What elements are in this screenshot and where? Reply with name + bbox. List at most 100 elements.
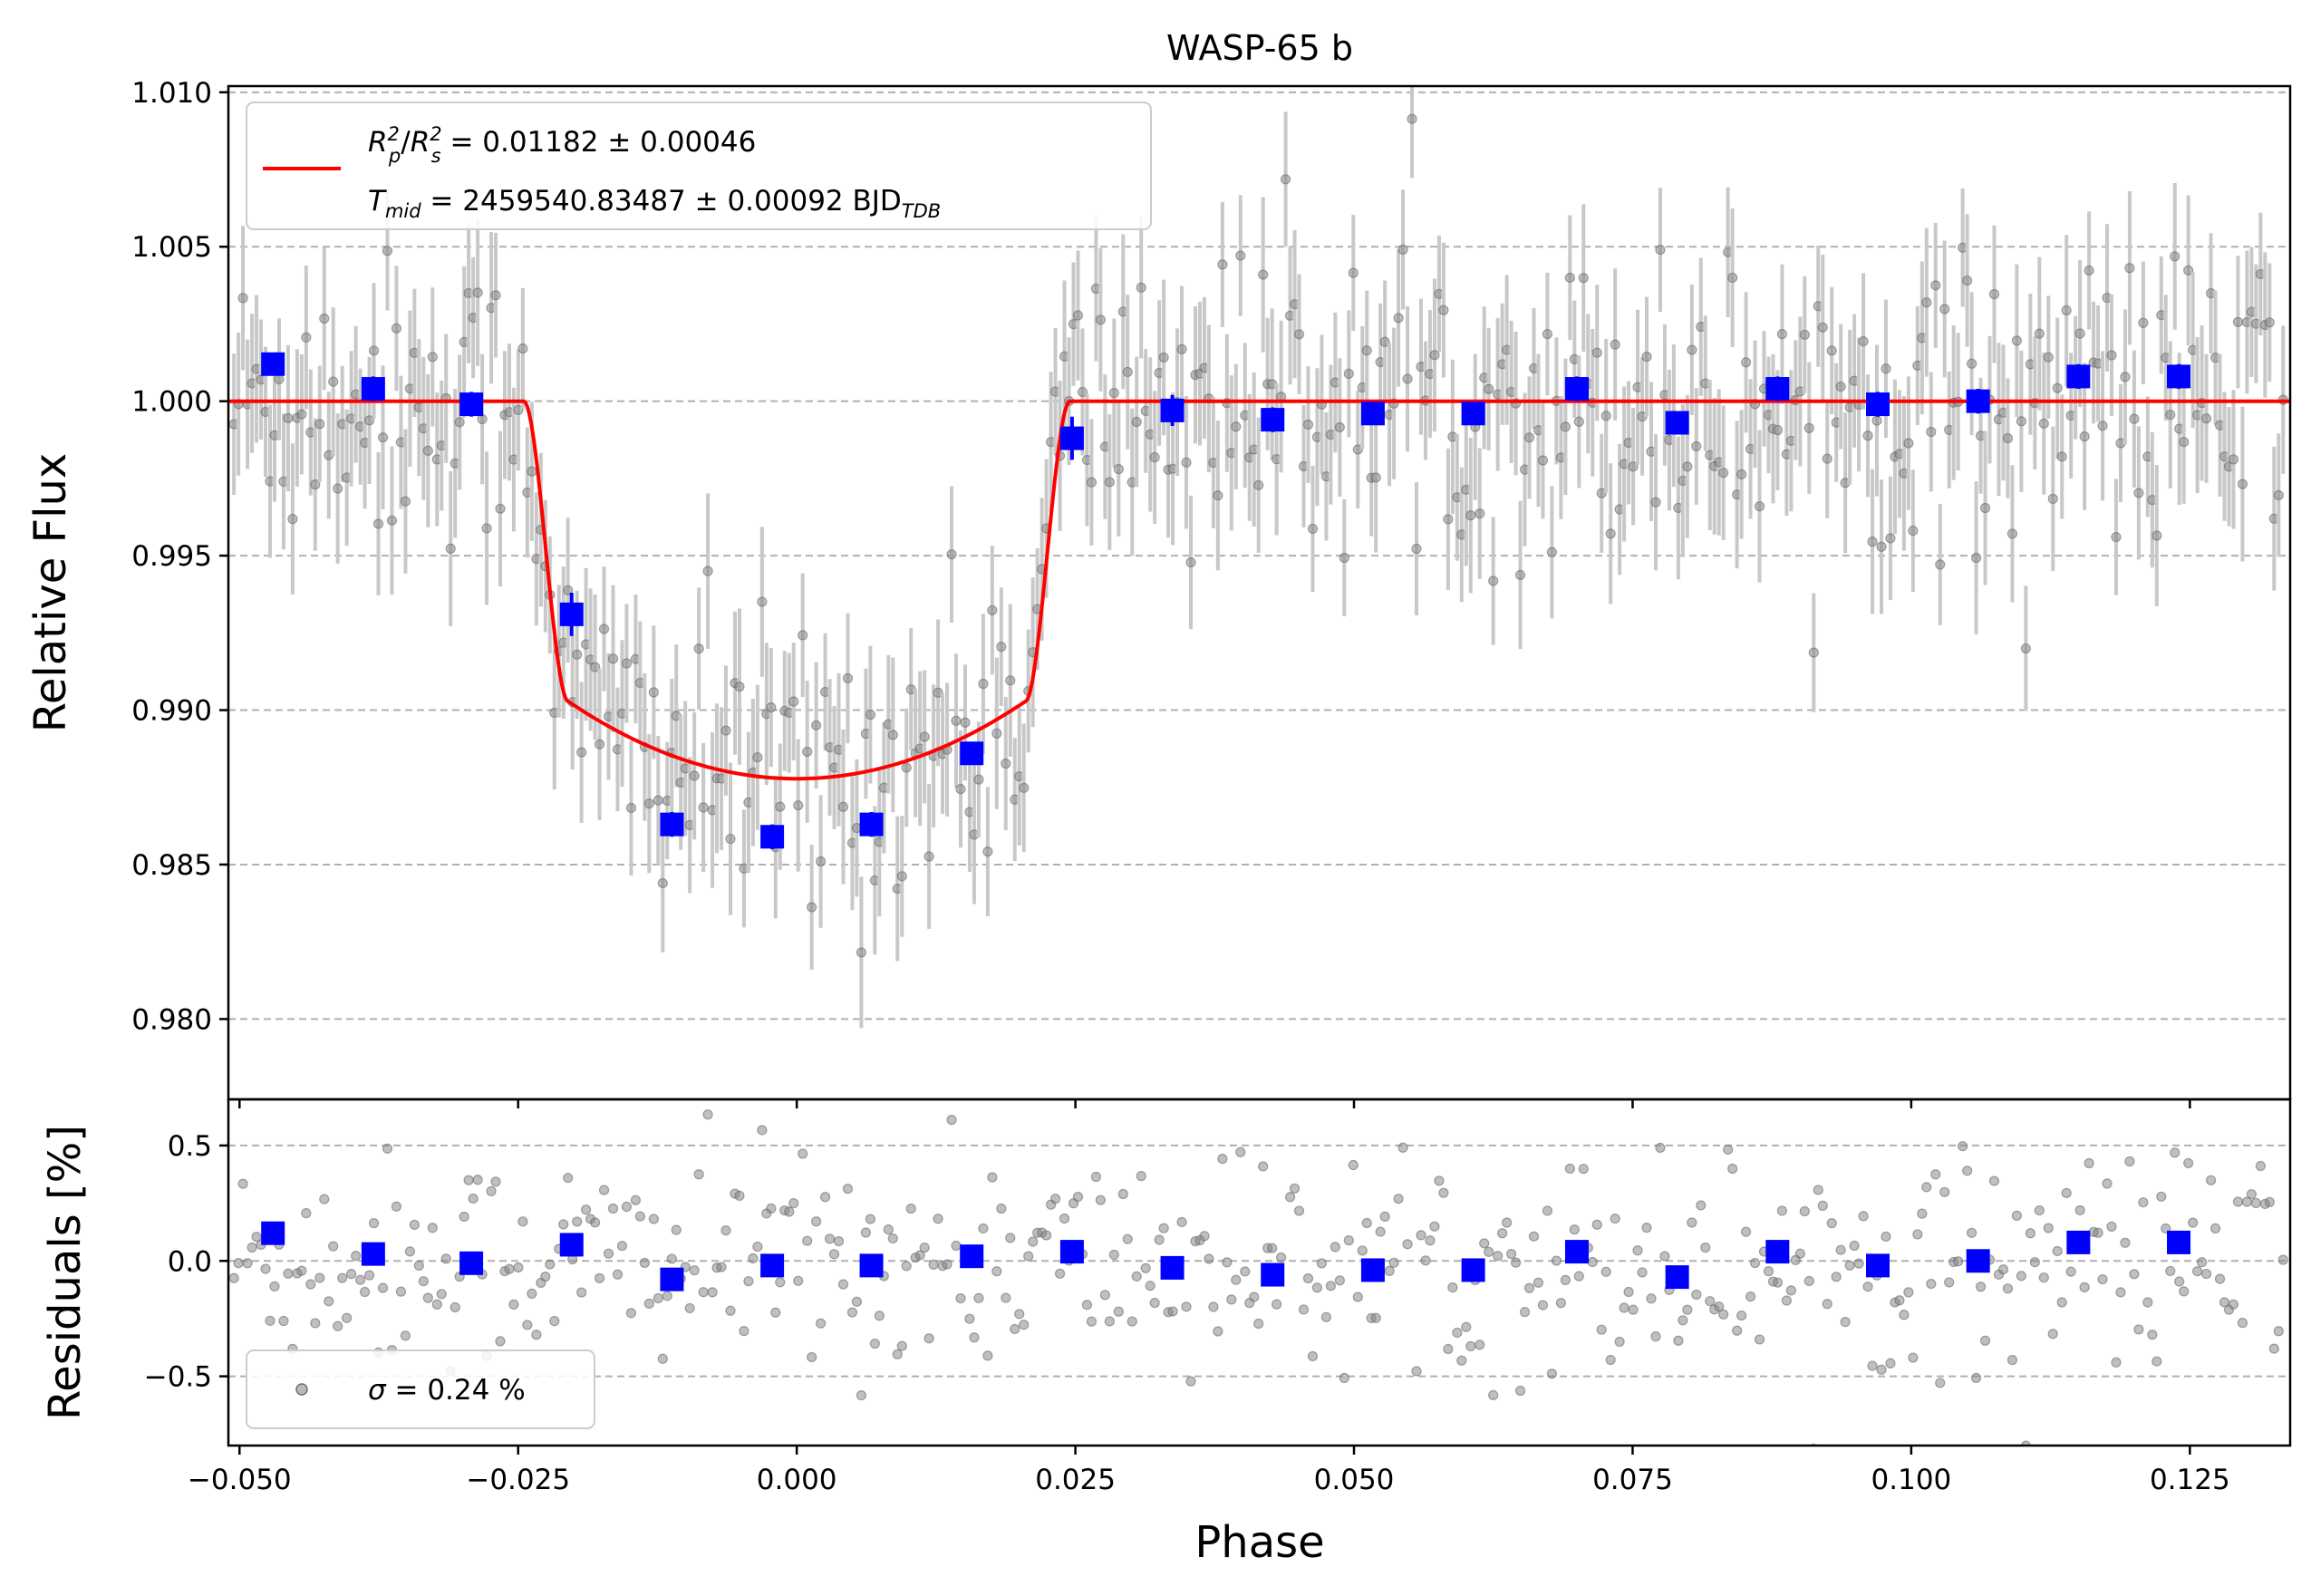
binned-residual-point bbox=[1360, 1258, 1385, 1282]
raw-flux-point bbox=[2165, 410, 2176, 421]
residuals-axes-frame bbox=[227, 1098, 2292, 1447]
raw-flux-point bbox=[490, 290, 501, 301]
raw-flux-point bbox=[1862, 430, 1873, 441]
raw-residual-point bbox=[892, 1349, 903, 1359]
raw-flux-point bbox=[287, 514, 298, 525]
raw-flux-point bbox=[1393, 313, 1404, 324]
raw-residual-point bbox=[1416, 1230, 1426, 1241]
flux-y-tick-label: 0.990 bbox=[131, 695, 212, 728]
flux-y-tick-label: 1.000 bbox=[131, 386, 212, 419]
raw-flux-point bbox=[2111, 531, 2122, 543]
raw-flux-point bbox=[1591, 347, 1602, 358]
raw-residual-point bbox=[1104, 1316, 1115, 1327]
raw-residual-point bbox=[1181, 1301, 1192, 1312]
raw-residual-point bbox=[639, 1257, 650, 1269]
binned-residual-point bbox=[1966, 1249, 1990, 1273]
raw-residual-point bbox=[1655, 1142, 1666, 1154]
raw-residual-point bbox=[1714, 1301, 1725, 1312]
raw-residual-point bbox=[2006, 1354, 2018, 1366]
flux-y-tick-label: 1.010 bbox=[131, 77, 212, 110]
raw-flux-point bbox=[1231, 421, 1242, 432]
raw-residual-point bbox=[1081, 1300, 1093, 1311]
raw-residual-point bbox=[2246, 1189, 2257, 1200]
raw-residual-point bbox=[1235, 1146, 1246, 1157]
raw-residual-point bbox=[545, 1259, 556, 1270]
raw-flux-point bbox=[594, 739, 605, 750]
raw-residual-point bbox=[1253, 1318, 1264, 1330]
raw-flux-point bbox=[2011, 335, 2023, 346]
binned-flux-point bbox=[1261, 408, 1285, 432]
raw-residual-point bbox=[819, 1192, 831, 1203]
binned-flux-point bbox=[261, 352, 285, 376]
raw-flux-point bbox=[960, 717, 971, 728]
raw-residual-point bbox=[1596, 1324, 1607, 1335]
raw-residual-point bbox=[716, 1262, 727, 1272]
raw-residual-point bbox=[807, 1351, 817, 1363]
raw-flux-point bbox=[382, 246, 393, 256]
raw-residual-point bbox=[2084, 1157, 2094, 1169]
raw-residual-point bbox=[824, 1233, 836, 1244]
binned-flux-point bbox=[459, 392, 484, 417]
raw-residual-point bbox=[522, 1320, 533, 1330]
binned-residual-point bbox=[2167, 1230, 2191, 1254]
raw-residual-point bbox=[1519, 1307, 1531, 1318]
raw-residual-point bbox=[1917, 1208, 1928, 1219]
raw-residual-point bbox=[1970, 1372, 1982, 1383]
raw-residual-point bbox=[905, 1203, 916, 1214]
raw-residual-point bbox=[1799, 1205, 1810, 1217]
raw-residual-point bbox=[233, 1258, 244, 1269]
raw-residual-point bbox=[1217, 1154, 1228, 1165]
raw-residual-point bbox=[517, 1216, 528, 1227]
raw-residual-point bbox=[2029, 1257, 2040, 1268]
raw-flux-point bbox=[2232, 316, 2244, 327]
binned-residual-point bbox=[361, 1242, 385, 1266]
raw-flux-point bbox=[563, 585, 574, 595]
residuals-y-ticks: −0.5 0.0 0.5 bbox=[144, 1130, 228, 1394]
raw-flux-point bbox=[689, 770, 700, 781]
raw-residual-point bbox=[1988, 1175, 2000, 1186]
raw-residual-point bbox=[2214, 1273, 2226, 1284]
flux-y-tick-label: 1.005 bbox=[131, 231, 212, 264]
raw-residual-point bbox=[1723, 1144, 1734, 1156]
raw-residual-point bbox=[2255, 1160, 2266, 1172]
raw-flux-point bbox=[1343, 368, 1354, 379]
raw-residual-point bbox=[1510, 1257, 1522, 1268]
raw-residual-point bbox=[527, 1288, 537, 1299]
raw-residual-point bbox=[1610, 1213, 1620, 1224]
raw-residual-point bbox=[422, 1292, 433, 1303]
raw-flux-point bbox=[793, 800, 804, 811]
raw-flux-point bbox=[698, 802, 709, 813]
raw-flux-point bbox=[1122, 366, 1133, 378]
raw-flux-point bbox=[1826, 345, 1837, 356]
raw-residual-point bbox=[2174, 1276, 2185, 1287]
raw-flux-point bbox=[1001, 758, 1011, 769]
raw-residual-point bbox=[1072, 1191, 1084, 1203]
raw-residual-point bbox=[1749, 1257, 1761, 1269]
raw-residual-point bbox=[531, 1330, 542, 1340]
raw-residual-point bbox=[572, 1216, 583, 1227]
raw-flux-point bbox=[1370, 472, 1381, 483]
raw-flux-point bbox=[725, 833, 736, 845]
raw-residual-point bbox=[648, 1214, 659, 1224]
raw-residual-point bbox=[1646, 1293, 1657, 1304]
phase-x-ticks: −0.050 −0.025 0.000 0.025 0.050 0.075 0.100 0.1… bbox=[188, 1099, 2230, 1496]
raw-residual-point bbox=[1894, 1295, 1905, 1306]
raw-residual-point bbox=[851, 1296, 863, 1307]
raw-flux-point bbox=[2151, 530, 2162, 541]
raw-residual-point bbox=[540, 1272, 551, 1282]
raw-flux-point bbox=[653, 795, 663, 806]
raw-residual-point bbox=[1145, 1281, 1156, 1291]
raw-residual-point bbox=[1502, 1217, 1513, 1228]
raw-flux-point bbox=[1475, 508, 1485, 519]
raw-flux-point bbox=[955, 784, 966, 795]
raw-residual-point bbox=[1876, 1364, 1887, 1375]
raw-flux-point bbox=[987, 605, 998, 615]
raw-flux-point bbox=[720, 725, 731, 736]
raw-residual-point bbox=[1979, 1335, 1991, 1346]
raw-flux-point bbox=[1641, 352, 1652, 363]
raw-flux-point bbox=[283, 412, 294, 424]
raw-residual-point bbox=[1325, 1281, 1336, 1291]
raw-residual-point bbox=[363, 1270, 375, 1281]
raw-residual-point bbox=[964, 1313, 975, 1324]
raw-residual-point bbox=[914, 1250, 925, 1261]
